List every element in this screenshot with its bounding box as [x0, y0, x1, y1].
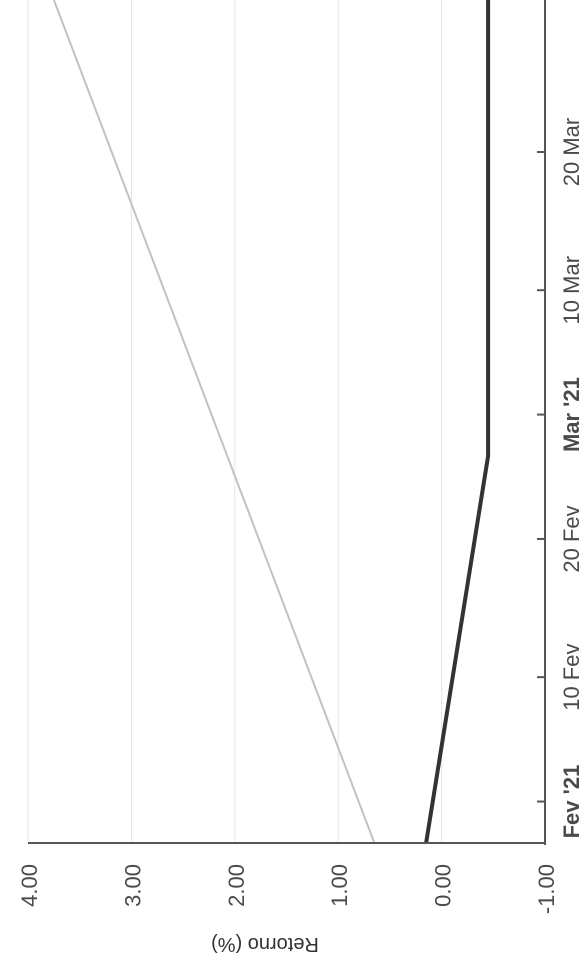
y-tick-label: 4.00 [17, 864, 42, 907]
series-lines [52, 0, 491, 844]
y-tick-label: 0.00 [431, 864, 456, 907]
x-tick-label: 10 Mar [559, 256, 584, 324]
grid-lines [27, 0, 443, 843]
x-axis-ticks: Fev '21 10 Fev 20 Fev Mar '21 10 Mar 20 Mar [537, 118, 584, 839]
y-axis-ticks: 4.00 3.00 2.00 1.00 0.00 -1.00 [17, 864, 559, 914]
y-tick-label: 2.00 [224, 864, 249, 907]
x-tick-label: 20 Mar [559, 118, 584, 186]
series-line-2 [424, 0, 491, 844]
series-line-1 [52, 0, 376, 844]
x-tick-label: Fev '21 [559, 765, 584, 839]
x-tick-label: 20 Fev [559, 505, 584, 572]
x-tick-label: 10 Fev [559, 644, 584, 711]
y-tick-label: -1.00 [534, 864, 559, 914]
y-tick-label: 1.00 [327, 864, 352, 907]
y-axis-title: Retorno (%) [211, 933, 319, 955]
x-tick-label: Mar '21 [559, 377, 584, 452]
y-tick-label: 3.00 [120, 864, 145, 907]
